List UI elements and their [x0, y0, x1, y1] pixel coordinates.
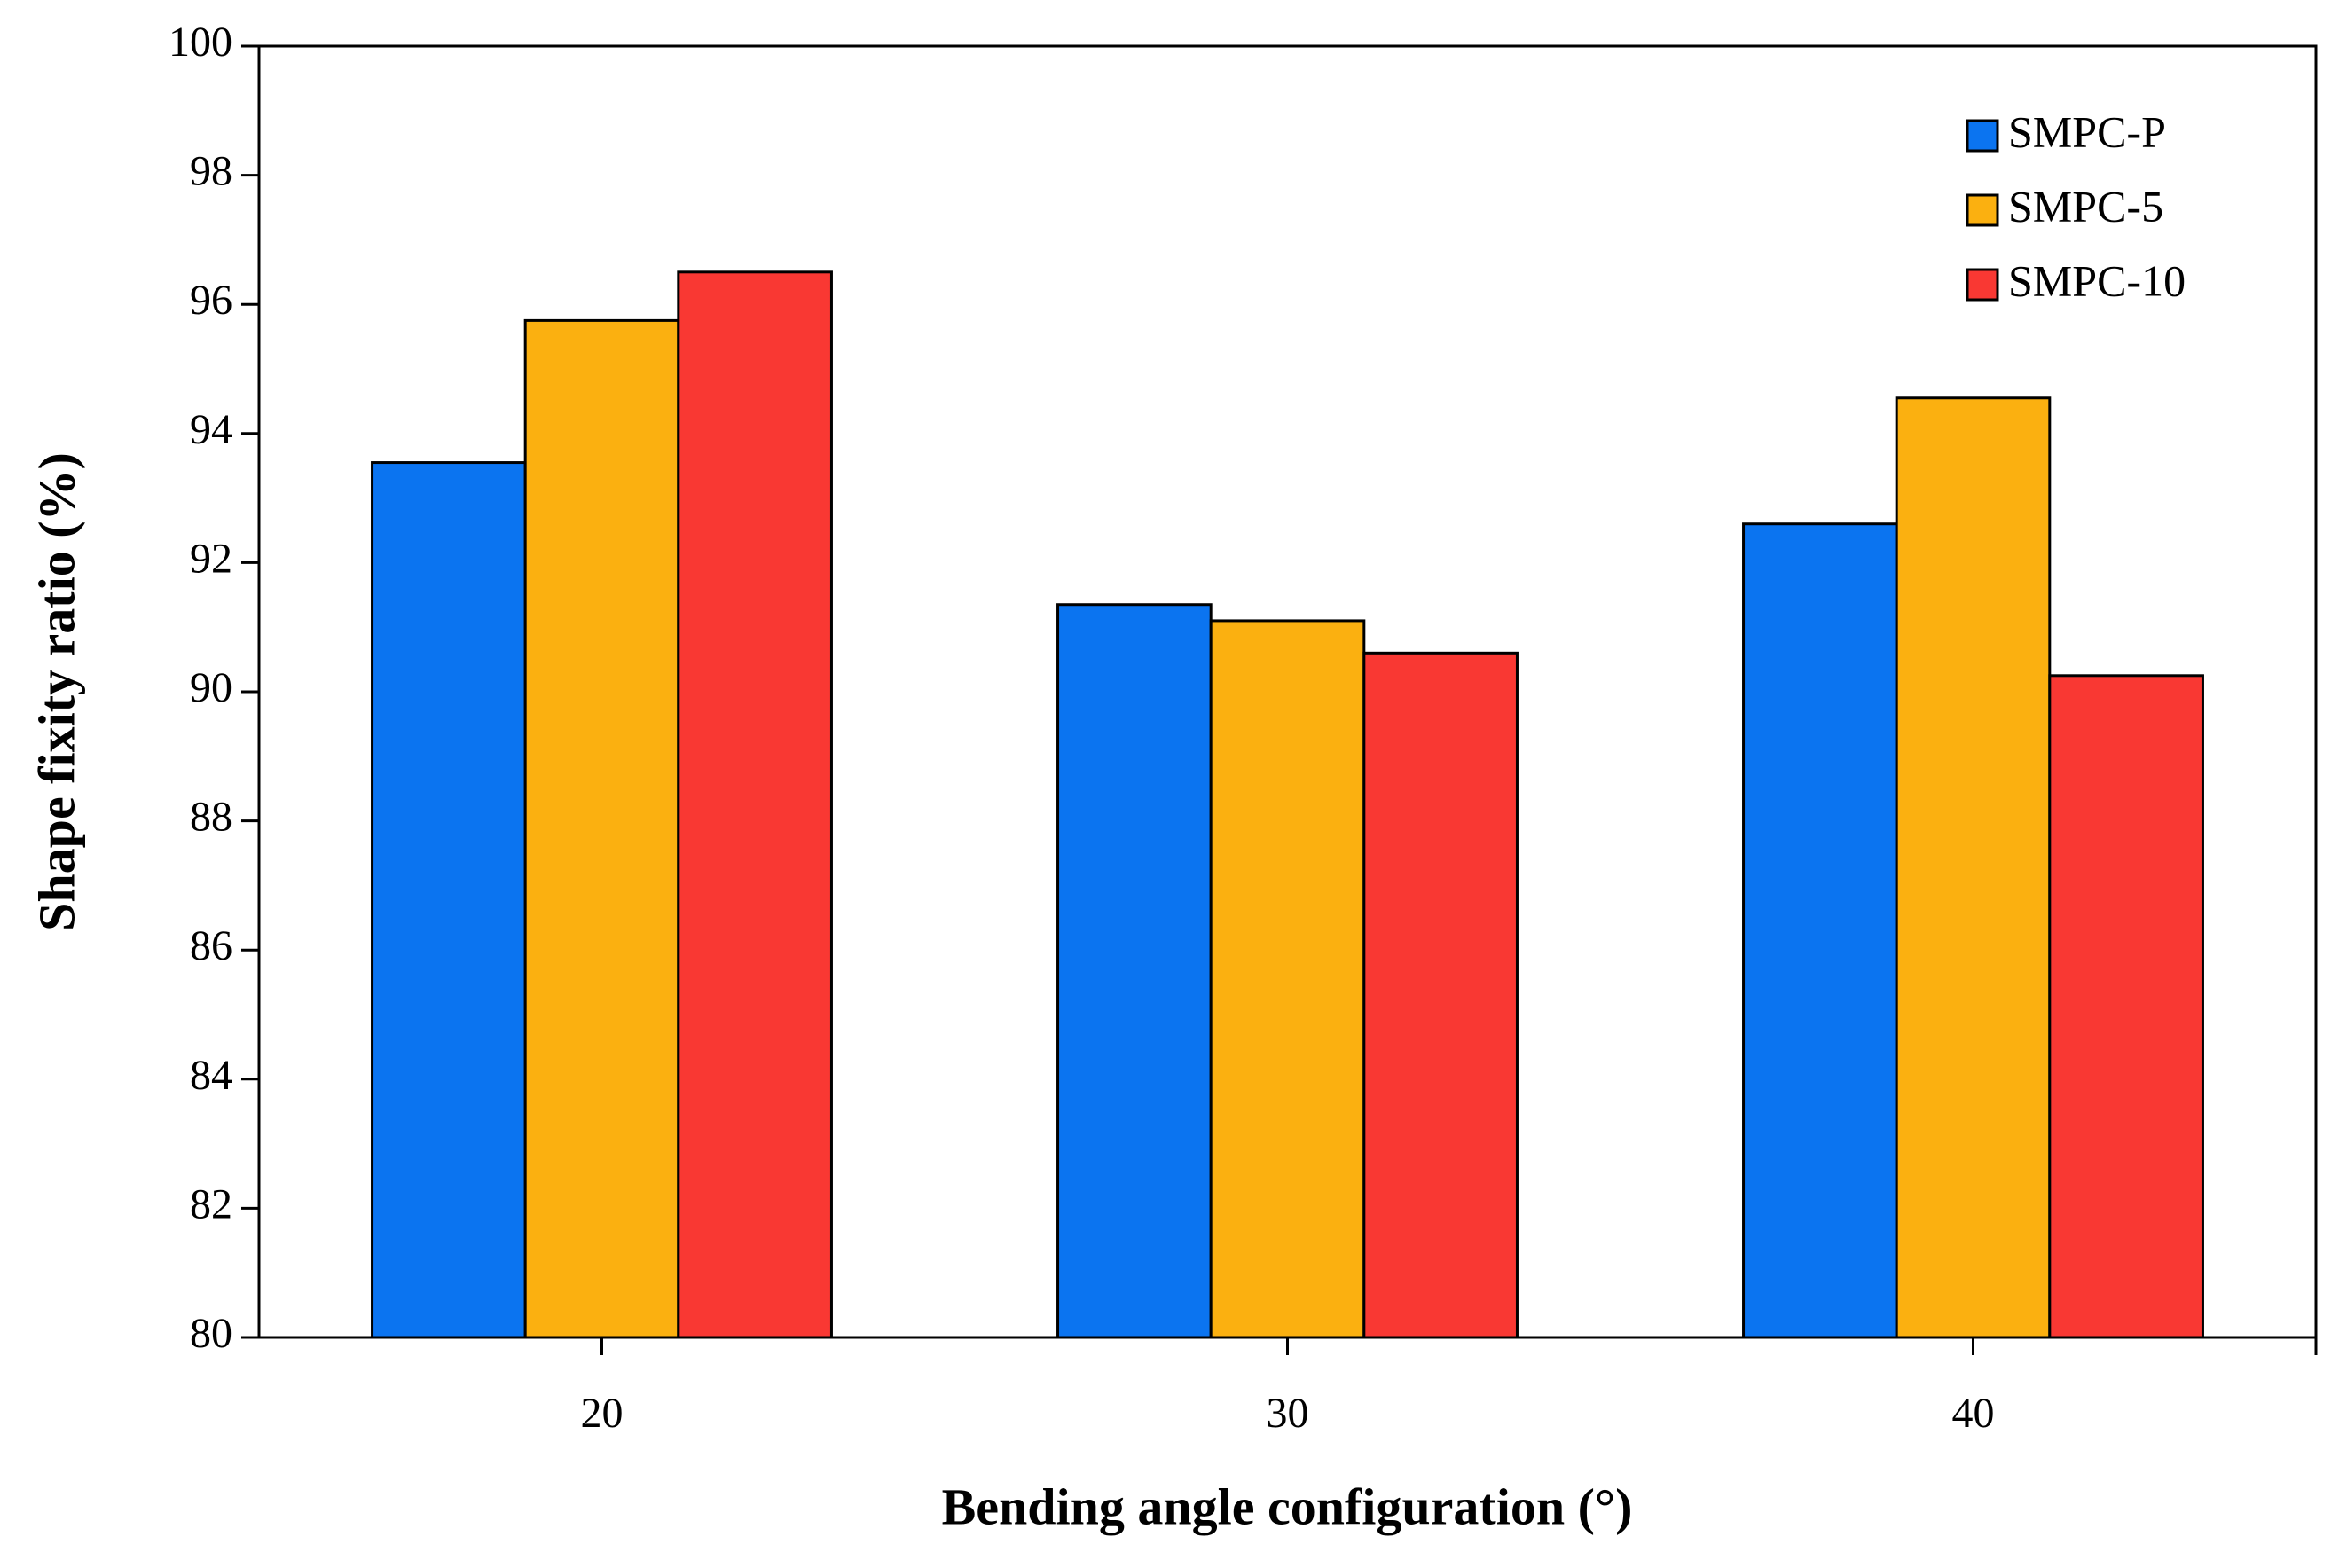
y-tick-label: 92: [190, 535, 232, 582]
y-tick-label: 80: [190, 1310, 232, 1357]
y-tick-label: 86: [190, 922, 232, 969]
legend-swatch: [1966, 119, 1999, 153]
bar: [1362, 651, 1519, 1339]
legend-label: SMPC-10: [2008, 255, 2186, 305]
x-tick-label: 20: [581, 1390, 624, 1437]
bar: [2048, 674, 2204, 1339]
y-tick-label: 88: [190, 794, 232, 841]
bar: [523, 318, 680, 1339]
bar: [677, 270, 833, 1339]
bar: [371, 461, 527, 1339]
bar: [1742, 522, 1898, 1339]
y-tick-label: 94: [190, 406, 232, 453]
legend-swatch: [1966, 193, 1999, 227]
legend-label: SMPC-P: [2008, 106, 2166, 156]
bar: [1895, 396, 2052, 1339]
x-tick-label: 30: [1267, 1390, 1309, 1437]
y-tick-label: 82: [190, 1180, 232, 1227]
x-tick-label: 40: [1952, 1390, 1995, 1437]
legend-swatch: [1966, 268, 1999, 302]
y-tick-label: 84: [190, 1052, 232, 1099]
y-tick-label: 98: [190, 148, 232, 195]
legend-label: SMPC-5: [2008, 181, 2163, 231]
x-axis-title: Bending angle configuration (°): [942, 1478, 1633, 1535]
bar: [1056, 603, 1213, 1339]
bar: [1209, 619, 1366, 1339]
y-tick-label: 90: [190, 664, 232, 711]
y-tick-label: 100: [169, 19, 232, 66]
plot-frame: [257, 44, 2318, 1339]
y-axis-title: Shape fixity ratio (%): [27, 452, 85, 931]
y-tick-label: 96: [190, 277, 232, 324]
